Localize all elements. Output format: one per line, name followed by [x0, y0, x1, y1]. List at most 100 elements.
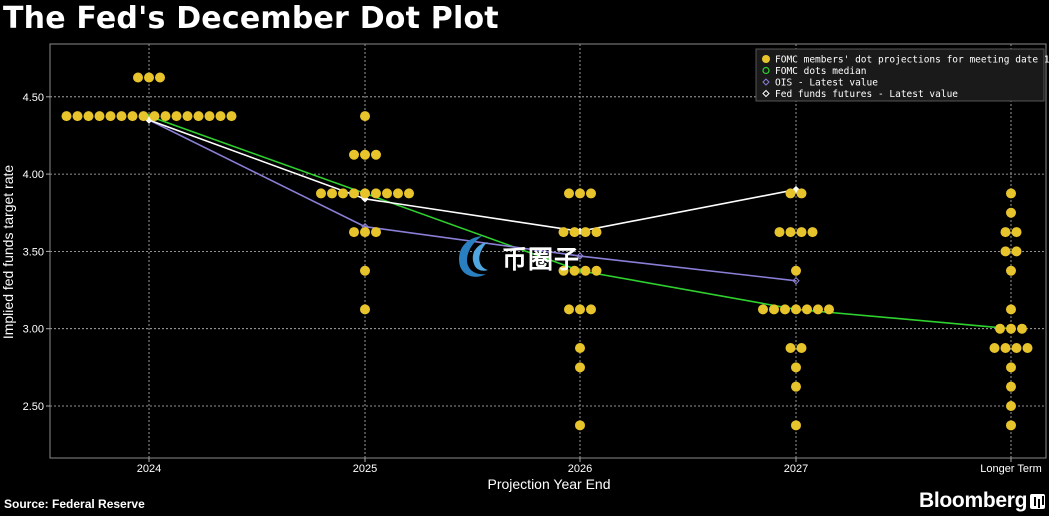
projection-dot: [1000, 246, 1011, 257]
projection-dot: [215, 111, 226, 122]
projection-dot: [155, 72, 165, 83]
axes-layer: 2.50 3.00 3.50 4.00 4.50 2024 2025 2026 2027 Long…: [0, 43, 1047, 492]
projection-dot: [360, 227, 370, 238]
projection-dot: [586, 304, 596, 315]
projection-dot: [360, 111, 370, 122]
bloomberg-logo: Bloomberg: [919, 489, 1028, 512]
projection-dot: [1006, 188, 1016, 199]
projection-dot: [796, 227, 807, 238]
projection-dot: [360, 304, 370, 315]
projection-dot: [575, 188, 585, 199]
projection-dot: [824, 304, 834, 315]
projection-dot: [1006, 207, 1016, 218]
projection-dot: [791, 304, 801, 315]
projection-dot: [564, 188, 574, 199]
projection-dot: [758, 304, 768, 315]
x-tick-label: 2027: [784, 463, 808, 475]
projection-dot: [94, 111, 105, 122]
projection-dot: [785, 227, 796, 238]
projection-dot: [785, 343, 796, 354]
projection-dot: [138, 111, 149, 122]
projection-dot: [171, 111, 182, 122]
x-tick-label: Longer Term: [980, 463, 1042, 475]
projection-dot: [371, 149, 381, 160]
projection-dot: [558, 265, 569, 276]
watermark-text: 币圈子: [502, 245, 581, 274]
lines-layer: [145, 114, 1013, 331]
projection-dot: [61, 111, 72, 122]
projection-dot: [404, 188, 414, 199]
projection-dot: [575, 420, 585, 431]
legend: FOMC members' dot projections for meetin…: [755, 48, 1049, 102]
legend-box: [755, 48, 1045, 102]
watermark-logo-icon: [458, 236, 488, 277]
projection-dot: [371, 227, 381, 238]
projection-dot: [774, 227, 785, 238]
projection-dot: [575, 362, 585, 373]
x-tick-label: 2026: [568, 463, 592, 475]
projection-dot: [1022, 343, 1033, 354]
projection-dot: [989, 343, 1000, 354]
projection-dot: [785, 188, 796, 199]
projection-dot: [569, 265, 580, 276]
y-tick-label: 3.00: [23, 324, 44, 336]
projection-dot: [580, 227, 591, 238]
projection-dot: [769, 304, 779, 315]
x-tick-label: 2024: [137, 463, 161, 475]
projection-dot: [149, 111, 160, 122]
projection-dot: [371, 188, 381, 199]
projection-dot: [1017, 323, 1027, 334]
projection-dot: [349, 227, 359, 238]
projection-dot: [226, 111, 237, 122]
projection-dot: [1006, 304, 1016, 315]
projection-dot: [813, 304, 823, 315]
projection-dot: [558, 227, 569, 238]
legend-label: Fed funds futures - Latest value: [775, 89, 958, 100]
bloomberg-terminal-icon: [1030, 494, 1045, 509]
projection-dot: [105, 111, 116, 122]
projection-dot: [580, 265, 591, 276]
projection-dot: [1006, 381, 1016, 392]
projection-dot: [1011, 246, 1022, 257]
projection-dot: [796, 343, 807, 354]
projection-dot: [780, 304, 790, 315]
y-tick-label: 3.50: [23, 246, 44, 258]
projection-dot: [382, 188, 392, 199]
legend-diamond-icon: [762, 78, 770, 86]
projection-dot: [127, 111, 138, 122]
projection-dot: [133, 72, 143, 83]
dots-layer: [61, 72, 1033, 431]
source-note: Source: Federal Reserve: [4, 497, 145, 511]
legend-dot-icon: [762, 55, 770, 63]
projection-dot: [564, 304, 574, 315]
projection-dot: [569, 227, 580, 238]
projection-dot: [116, 111, 127, 122]
projection-dot: [591, 227, 602, 238]
x-axis-label: Projection Year End: [488, 476, 611, 492]
projection-dot: [72, 111, 83, 122]
projection-dot: [1006, 420, 1016, 431]
projection-dot: [1000, 227, 1011, 238]
projection-dot: [393, 188, 403, 199]
projection-dot: [586, 188, 596, 199]
projection-dot: [807, 227, 818, 238]
projection-dot: [338, 188, 348, 199]
projection-dot: [204, 111, 215, 122]
y-tick-label: 4.50: [23, 92, 44, 104]
ois-point: [792, 277, 800, 285]
projection-dot: [791, 362, 801, 373]
projection-dot: [182, 111, 193, 122]
legend-label: OIS - Latest value: [775, 78, 878, 89]
y-tick-label: 4.00: [23, 169, 44, 181]
projection-dot: [1000, 343, 1011, 354]
projection-dot: [1006, 362, 1016, 373]
projection-dot: [802, 304, 812, 315]
projection-dot: [327, 188, 337, 199]
legend-ring-icon: [762, 66, 770, 75]
legend-label: FOMC dots median: [775, 66, 867, 77]
projection-dot: [316, 188, 326, 199]
legend-label: FOMC members' dot projections for meetin…: [775, 55, 1049, 66]
y-tick-label: 2.50: [23, 401, 44, 413]
chart-title: The Fed's December Dot Plot: [3, 1, 499, 36]
projection-dot: [575, 343, 585, 354]
